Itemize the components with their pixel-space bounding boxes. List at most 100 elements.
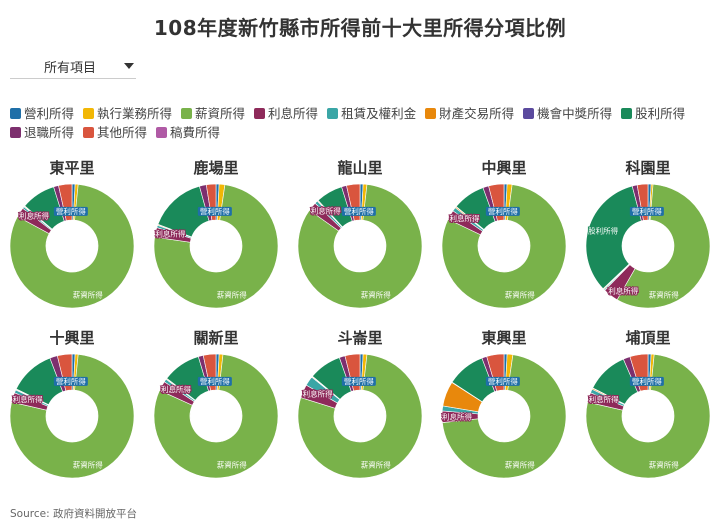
legend-swatch xyxy=(10,127,21,138)
source-note: Source: 政府資料開放平台 xyxy=(10,508,137,520)
callout-box xyxy=(197,376,232,386)
callout-box xyxy=(53,376,88,386)
legend-swatch xyxy=(327,108,339,119)
donut-chart: 龍山里營利所得 利息所得薪資所得 xyxy=(288,150,432,315)
callout-box xyxy=(53,206,88,216)
slice-label: 營利所得 xyxy=(56,376,86,386)
donut-chart: 十興里 營利所得 利息所得 薪資所得 xyxy=(0,320,144,485)
donut-slice[interactable] xyxy=(297,354,423,479)
legend-label: 其他所得 xyxy=(97,125,148,140)
slice-label: 利息所得 xyxy=(155,229,185,239)
slice-label: 股利所得 xyxy=(588,226,618,236)
slice-label: 利息所得 xyxy=(450,213,480,223)
legend-item[interactable]: 稿費所得 xyxy=(156,123,220,142)
dropdown-label: 所有項目 xyxy=(44,61,97,76)
donut-title: 鹿場里 xyxy=(193,159,239,177)
legend-label: 執行業務所得 xyxy=(97,106,173,121)
donut-title: 斗崙里 xyxy=(337,329,383,347)
legend: 營利所得 執行業務所得 薪資所得 利息所得 租賃及權利金 財產交易所得 機會中獎所得 股利所得… xyxy=(10,104,710,142)
legend-item[interactable]: 利息所得 xyxy=(254,104,318,123)
legend-label: 租賃及權利金 xyxy=(341,106,417,121)
donut-chart: 東平里營利所得 利息所得薪資所得 xyxy=(0,150,144,315)
donut-chart: 東興里營利所得利息所得薪資所得 xyxy=(432,320,576,485)
legend-swatch xyxy=(621,108,633,119)
donut-slice[interactable] xyxy=(153,354,279,479)
slice-label: 薪資所得 xyxy=(73,289,103,299)
slice-label: 利息所得 xyxy=(19,211,49,221)
donut-title: 東平里 xyxy=(49,159,95,177)
legend-label: 稿費所得 xyxy=(170,125,221,140)
legend-item[interactable]: 機會中獎所得 xyxy=(523,104,612,123)
slice-label: 營利所得 xyxy=(56,206,86,216)
legend-label: 退職所得 xyxy=(24,125,75,140)
slice-label: 利息所得 xyxy=(608,286,638,296)
slice-label: 利息所得 xyxy=(589,394,619,404)
legend-item[interactable]: 退職所得 xyxy=(10,123,74,142)
legend-swatch xyxy=(156,127,168,138)
slice-label: 營利所得 xyxy=(488,376,518,386)
slice-label: 薪資所得 xyxy=(361,289,391,299)
slice-label: 薪資所得 xyxy=(217,289,247,299)
legend-swatch xyxy=(10,108,21,119)
slice-label: 利息所得 xyxy=(161,384,191,394)
chevron-down-icon xyxy=(124,63,134,69)
slice-label: 薪資所得 xyxy=(361,459,391,469)
donut-chart: 科園里 營利所得 股利所得 利息所得 薪資所得 xyxy=(576,150,720,315)
donut-title: 埔頂里 xyxy=(625,329,671,347)
legend-label: 機會中獎所得 xyxy=(537,106,613,121)
callout-box xyxy=(341,376,376,386)
donut-slice[interactable] xyxy=(153,184,279,309)
slice-label: 利息所得 xyxy=(311,205,341,215)
legend-swatch xyxy=(83,127,95,138)
donut-slice[interactable] xyxy=(441,184,567,309)
legend-item[interactable]: 薪資所得 xyxy=(181,104,245,123)
legend-label: 營利所得 xyxy=(24,106,75,121)
slice-label: 薪資所得 xyxy=(649,289,679,299)
category-dropdown[interactable]: 所有項目 xyxy=(10,52,136,79)
slice-label: 利息所得 xyxy=(442,412,472,422)
donut-slice[interactable] xyxy=(442,354,567,479)
slice-label: 營利所得 xyxy=(344,206,374,216)
donut-grid: 東平里 營利所得 利息所得 薪資所得 鹿場里 營利所得 利息所得 薪資所得 龍山里 營利所得 利息所… xyxy=(0,150,720,495)
donut-slice[interactable] xyxy=(616,183,711,309)
legend-swatch xyxy=(83,108,95,119)
donut-slice[interactable] xyxy=(585,353,711,479)
donut-chart: 斗崙里 營利所得 利息所得 薪資所得 xyxy=(288,320,432,485)
callout-box xyxy=(485,376,520,386)
donut-title: 中興里 xyxy=(481,159,527,177)
slice-label: 營利所得 xyxy=(200,206,230,216)
donut-title: 東興里 xyxy=(481,329,527,347)
callout-box xyxy=(485,206,520,216)
slice-label: 薪資所得 xyxy=(505,459,535,469)
slice-label: 利息所得 xyxy=(13,394,43,404)
donut-title: 關新里 xyxy=(193,329,239,347)
chart-title: 108年度新竹縣市所得前十大里所得分項比例 xyxy=(153,16,567,40)
donut-chart: 埔頂里營利所得 利息所得 薪資所得 xyxy=(576,320,720,485)
legend-swatch xyxy=(523,108,535,119)
legend-item[interactable]: 股利所得 xyxy=(621,104,685,123)
legend-item[interactable]: 其他所得 xyxy=(83,123,147,142)
legend-swatch xyxy=(425,108,437,119)
slice-label: 利息所得 xyxy=(303,389,333,399)
legend-item[interactable]: 營利所得 xyxy=(10,104,74,123)
legend-item[interactable]: 租賃及權利金 xyxy=(327,104,416,123)
donut-slice[interactable] xyxy=(585,185,642,290)
legend-label: 股利所得 xyxy=(635,106,686,121)
donut-title: 十興里 xyxy=(49,329,95,347)
legend-item[interactable]: 執行業務所得 xyxy=(83,104,172,123)
slice-label: 營利所得 xyxy=(488,206,518,216)
callout-box xyxy=(629,206,664,216)
donut-slice[interactable] xyxy=(9,183,135,309)
legend-label: 薪資所得 xyxy=(195,106,246,121)
donut-slice[interactable] xyxy=(9,353,135,479)
callout-box xyxy=(341,206,376,216)
legend-item[interactable]: 財產交易所得 xyxy=(425,104,514,123)
donut-title: 龍山里 xyxy=(337,159,383,177)
donut-slice[interactable] xyxy=(297,184,423,309)
